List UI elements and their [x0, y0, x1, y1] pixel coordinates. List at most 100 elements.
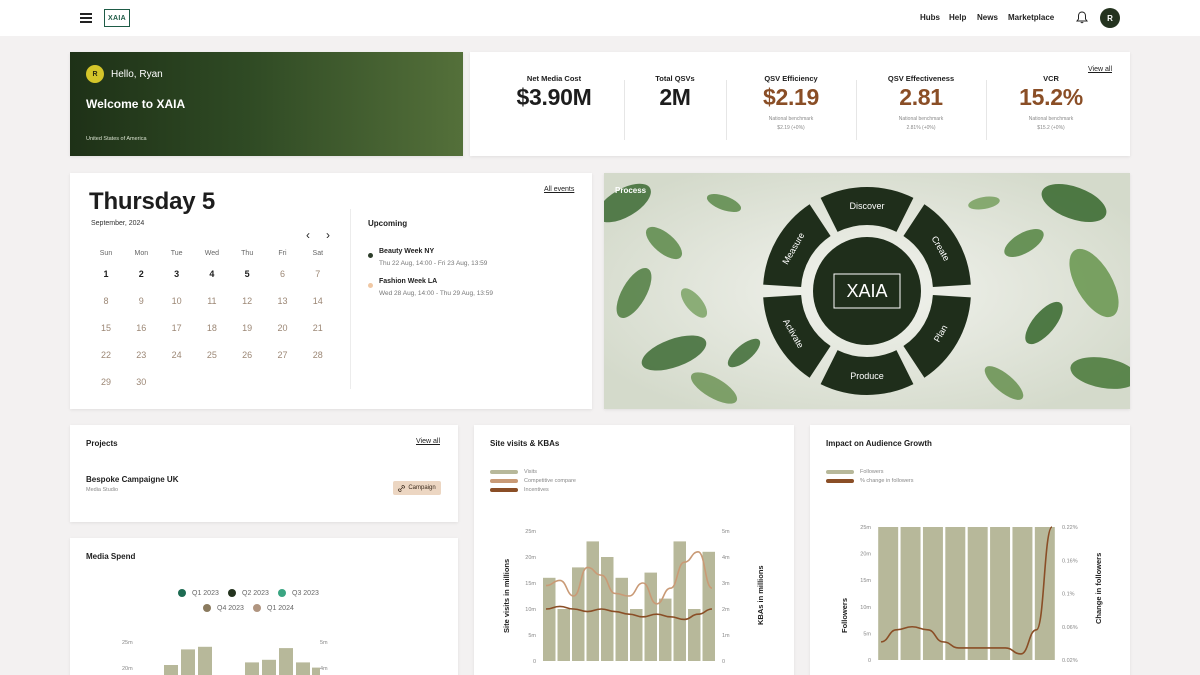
bar[interactable] — [702, 551, 716, 661]
calendar-day[interactable]: 4 — [209, 269, 215, 279]
bar[interactable] — [688, 609, 701, 661]
bar[interactable] — [878, 527, 899, 660]
kpi-value: 2.81 — [899, 84, 943, 110]
calendar-day[interactable]: 18 — [206, 323, 217, 333]
bar[interactable] — [900, 527, 921, 660]
bar[interactable] — [586, 541, 600, 661]
bar[interactable] — [922, 527, 943, 660]
bar[interactable] — [312, 667, 320, 675]
bar[interactable] — [296, 662, 310, 675]
bar[interactable] — [198, 646, 212, 675]
nav-marketplace[interactable]: Marketplace — [1008, 13, 1055, 22]
kpi-value: 15.2% — [1019, 84, 1083, 110]
calendar-day[interactable]: 20 — [277, 323, 288, 333]
hamburger-menu-icon[interactable] — [80, 13, 92, 23]
calendar-day[interactable]: 22 — [100, 350, 111, 360]
legend-label: Q1 2023 — [192, 589, 219, 597]
process-wheel: DiscoverCreatePlanProduceActivateMeasure… — [763, 187, 971, 395]
nav-help[interactable]: Help — [949, 13, 967, 22]
legend-item[interactable]: Q4 2023 — [203, 604, 244, 612]
all-events-link[interactable]: All events — [544, 186, 575, 193]
calendar-day[interactable]: 17 — [171, 323, 182, 333]
nav-news[interactable]: News — [977, 13, 998, 22]
projects-view-all-link[interactable]: View all — [416, 438, 440, 445]
calendar-day[interactable]: 13 — [277, 296, 288, 306]
bell-icon[interactable] — [1076, 11, 1088, 24]
bar[interactable] — [659, 598, 672, 661]
calendar-day[interactable]: 29 — [100, 377, 111, 387]
calendar-day[interactable]: 30 — [136, 377, 147, 387]
calendar-day[interactable]: 26 — [242, 350, 253, 360]
calendar-day[interactable]: 25 — [206, 350, 217, 360]
legend-item[interactable]: Q3 2023 — [278, 589, 319, 597]
calendar-day[interactable]: 9 — [138, 296, 144, 306]
calendar-day[interactable]: 8 — [103, 296, 109, 306]
y-tick-label: 15m — [860, 578, 871, 584]
calendar-day[interactable]: 16 — [136, 323, 147, 333]
process-step-segment[interactable] — [763, 204, 831, 287]
next-month-chevron-icon[interactable]: › — [326, 228, 330, 242]
calendar-day[interactable]: 27 — [277, 350, 288, 360]
nav-hubs[interactable]: Hubs — [920, 13, 940, 22]
calendar-day[interactable]: 7 — [315, 269, 321, 279]
welcome-card: R Hello, Ryan Welcome to XAIA United Sta… — [70, 52, 463, 156]
prev-month-chevron-icon[interactable]: ‹ — [306, 228, 310, 242]
calendar-month: September, 2024 — [91, 220, 145, 227]
bar[interactable] — [262, 659, 276, 675]
project-name[interactable]: Bespoke Campaigne UK — [86, 475, 179, 484]
calendar-day[interactable]: 10 — [171, 296, 182, 306]
bar[interactable] — [615, 577, 629, 661]
day-name: Fri — [278, 250, 287, 257]
calendar-day[interactable]: 1 — [103, 269, 109, 279]
legend-item[interactable]: Incentives — [490, 487, 549, 493]
bar[interactable] — [245, 662, 259, 675]
legend-item[interactable]: Q1 2023 — [178, 589, 219, 597]
process-step-segment[interactable] — [820, 187, 914, 232]
bar[interactable] — [181, 649, 195, 675]
bar[interactable] — [601, 557, 614, 661]
calendar-day[interactable]: 2 — [138, 269, 144, 279]
xaia-logo[interactable]: XAIA — [104, 9, 130, 27]
bar[interactable] — [673, 541, 687, 661]
legend-item[interactable]: Q1 2024 — [253, 604, 294, 612]
calendar-day[interactable]: 28 — [312, 350, 323, 360]
day-name: Tue — [170, 250, 183, 257]
legend-item[interactable]: % change in followers — [826, 478, 914, 484]
process-step-segment[interactable] — [903, 204, 971, 287]
bar[interactable] — [1012, 527, 1033, 660]
bar[interactable] — [164, 665, 178, 675]
calendar-day[interactable]: 12 — [242, 296, 253, 306]
bar[interactable] — [572, 567, 585, 661]
user-avatar[interactable]: R — [1100, 8, 1120, 28]
calendar-day[interactable]: 21 — [312, 323, 323, 333]
legend-item[interactable]: Followers — [826, 469, 884, 475]
calendar-day[interactable]: 3 — [174, 269, 180, 279]
calendar-day[interactable]: 14 — [312, 296, 323, 306]
process-step-segment[interactable] — [820, 350, 914, 395]
calendar-day[interactable]: 19 — [242, 323, 253, 333]
bar[interactable] — [990, 527, 1011, 660]
calendar-day[interactable]: 24 — [171, 350, 182, 360]
calendar-day[interactable]: 5 — [244, 269, 250, 279]
process-step-segment[interactable] — [763, 295, 831, 378]
legend-item[interactable]: Competitive compare — [490, 478, 576, 484]
bar[interactable] — [557, 609, 571, 661]
bar[interactable] — [644, 572, 658, 661]
bar[interactable] — [279, 648, 293, 675]
calendar-day[interactable]: 23 — [136, 350, 147, 360]
bar[interactable] — [543, 577, 556, 661]
legend-label: Competitive compare — [524, 478, 576, 484]
calendar-day[interactable]: 15 — [100, 323, 111, 333]
bar[interactable] — [967, 527, 988, 660]
kpi-view-all-link[interactable]: View all — [1088, 66, 1112, 73]
calendar-day[interactable]: 11 — [207, 296, 217, 306]
bar[interactable] — [1034, 527, 1055, 660]
legend-swatch — [826, 470, 854, 474]
campaign-tag[interactable]: Campaign — [393, 481, 441, 495]
legend-item[interactable]: Q2 2023 — [228, 589, 269, 597]
calendar-day[interactable]: 6 — [279, 269, 285, 279]
bar[interactable] — [945, 527, 966, 660]
bar[interactable] — [630, 609, 643, 661]
legend-item[interactable]: Visits — [490, 469, 537, 475]
process-step-segment[interactable] — [903, 295, 971, 378]
